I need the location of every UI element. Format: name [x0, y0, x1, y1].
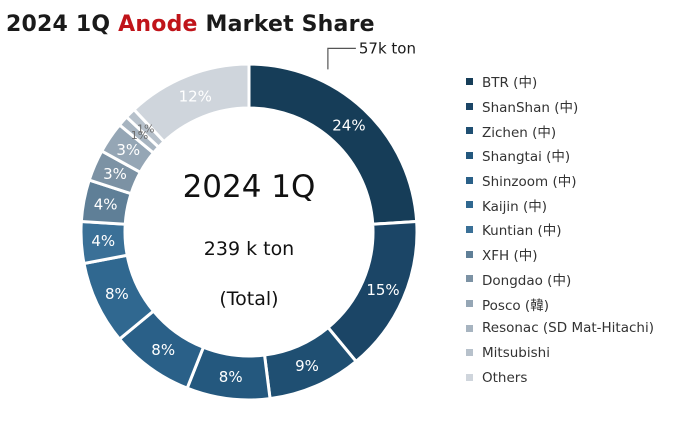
legend-label-7: XFH (中)	[482, 248, 538, 265]
legend-item-3: Shangtai (中)	[466, 143, 654, 168]
legend-label-3: Shangtai (中)	[482, 149, 571, 166]
legend-swatch-7	[466, 250, 473, 258]
center-total-value: 239 k ton	[204, 238, 294, 260]
legend-swatch-2	[466, 127, 473, 135]
legend-item-9: Posco (韓)	[466, 291, 654, 316]
slice-label-10: 1%	[131, 129, 148, 142]
legend-swatch-12	[466, 374, 473, 382]
center-total-label: (Total)	[219, 288, 278, 310]
legend-swatch-5	[466, 201, 473, 209]
legend-label-5: Kaijin (中)	[482, 198, 548, 215]
slice-label-2: 9%	[295, 357, 319, 375]
callout-label: 57k ton	[359, 39, 416, 57]
legend-swatch-8	[466, 275, 473, 283]
slice-label-6: 4%	[91, 232, 115, 250]
legend-label-6: Kuntian (中)	[482, 223, 562, 240]
slice-label-7: 4%	[94, 196, 118, 214]
legend-swatch-4	[466, 176, 473, 184]
slice-label-8: 3%	[103, 165, 127, 183]
legend-swatch-6	[466, 225, 473, 233]
center-year: 2024 1Q	[183, 169, 316, 205]
legend-item-8: Dongdao (中)	[466, 267, 654, 292]
legend-swatch-3	[466, 151, 473, 159]
legend-item-11: Mitsubishi	[466, 341, 654, 366]
legend-item-5: Kaijin (中)	[466, 192, 654, 217]
legend-label-9: Posco (韓)	[482, 297, 549, 314]
slice-labels: 24%15%9%8%8%8%4%4%3%3%1%1%12%	[91, 87, 399, 386]
callout: 57k ton	[327, 39, 416, 70]
slice-label-0: 24%	[332, 117, 365, 135]
callout-leader-line	[327, 47, 356, 70]
legend-label-4: Shinzoom (中)	[482, 174, 577, 191]
slice-label-11: 1%	[137, 122, 154, 135]
legend-item-7: XFH (中)	[466, 242, 654, 267]
legend-label-10: Resonac (SD Mat-Hitachi)	[482, 320, 654, 337]
slice-12	[131, 62, 251, 144]
title-accent: Anode	[118, 12, 198, 37]
slice-label-3: 8%	[219, 368, 243, 386]
title-rest: Market Share	[205, 12, 375, 37]
legend-swatch-1	[466, 102, 473, 110]
legend: BTR (中) ShanShan (中) Zichen (中) Shangtai (中…	[466, 69, 654, 390]
legend-item-4: Shinzoom (中)	[466, 168, 654, 193]
donut-slices	[79, 62, 419, 402]
legend-label-12: Others	[482, 369, 528, 386]
legend-swatch-10	[466, 324, 473, 332]
slice-label-5: 8%	[105, 285, 129, 303]
legend-label-0: BTR (中)	[482, 75, 538, 92]
legend-swatch-0	[466, 77, 473, 85]
slice-label-12: 12%	[179, 87, 212, 105]
legend-label-1: ShanShan (中)	[482, 100, 579, 117]
legend-swatch-9	[466, 300, 473, 308]
legend-label-11: Mitsubishi	[482, 344, 550, 361]
slice-label-1: 15%	[366, 281, 399, 299]
legend-label-8: Dongdao (中)	[482, 272, 572, 289]
slice-label-9: 3%	[116, 141, 140, 159]
legend-item-1: ShanShan (中)	[466, 94, 654, 119]
slice-label-4: 8%	[151, 341, 175, 359]
legend-item-6: Kuntian (中)	[466, 217, 654, 242]
chart-title: 2024 1Q Anode Market Share	[6, 12, 375, 37]
legend-item-12: Others	[466, 365, 654, 390]
legend-item-2: Zichen (中)	[466, 118, 654, 143]
legend-label-2: Zichen (中)	[482, 124, 557, 141]
title-year: 2024 1Q	[6, 12, 111, 37]
legend-item-0: BTR (中)	[466, 69, 654, 94]
legend-swatch-11	[466, 349, 473, 357]
legend-item-10: Resonac (SD Mat-Hitachi)	[466, 316, 654, 341]
